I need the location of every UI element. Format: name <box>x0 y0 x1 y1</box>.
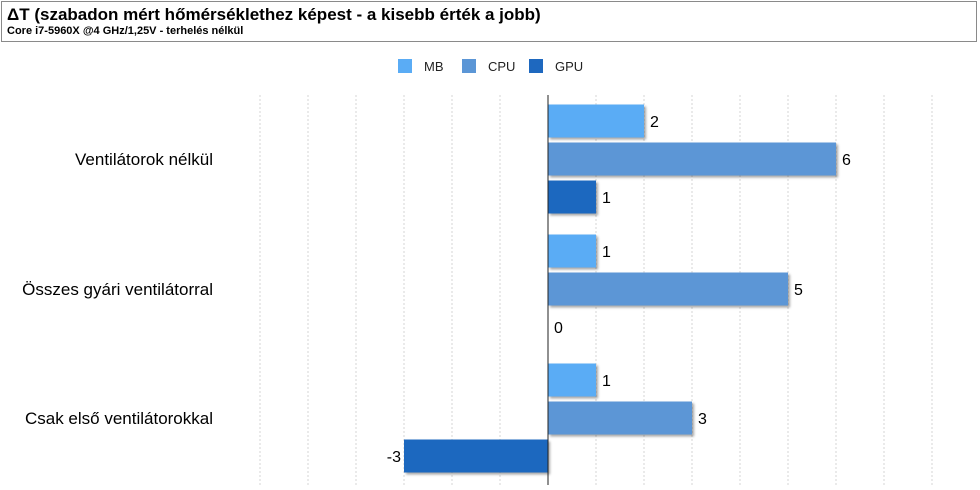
data-label: 1 <box>602 244 611 261</box>
data-label: 3 <box>698 411 707 428</box>
data-label: 1 <box>602 373 611 390</box>
data-label: 0 <box>554 320 563 337</box>
legend-label: GPU <box>555 59 583 74</box>
category-label: Összes gyári ventilátorral <box>22 280 213 299</box>
data-label: 5 <box>794 282 803 299</box>
legend-swatch <box>398 59 412 73</box>
data-label: 2 <box>650 114 659 131</box>
data-label: -3 <box>387 449 401 466</box>
bar <box>548 104 644 138</box>
chart-title: ΔT (szabadon mért hőmérséklethez képest … <box>7 5 541 24</box>
chart-title-box: ΔT (szabadon mért hőmérséklethez képest … <box>1 1 977 42</box>
bar <box>548 363 596 397</box>
bar <box>548 180 596 214</box>
bar <box>548 234 596 268</box>
bar <box>404 439 548 473</box>
legend-swatch <box>462 59 476 73</box>
category-label: Ventilátorok nélkül <box>75 150 213 169</box>
data-label: 1 <box>602 190 611 207</box>
legend-label: CPU <box>488 59 515 74</box>
bar <box>548 272 788 306</box>
bar <box>548 401 692 435</box>
category-label: Csak első ventilátorokkal <box>25 409 213 428</box>
legend-label: MB <box>424 59 444 74</box>
chart-subtitle: Core i7-5960X @4 GHz/1,25V - terhelés né… <box>7 25 244 37</box>
legend-swatch <box>529 59 543 73</box>
data-label: 6 <box>842 152 851 169</box>
bar <box>548 142 836 176</box>
